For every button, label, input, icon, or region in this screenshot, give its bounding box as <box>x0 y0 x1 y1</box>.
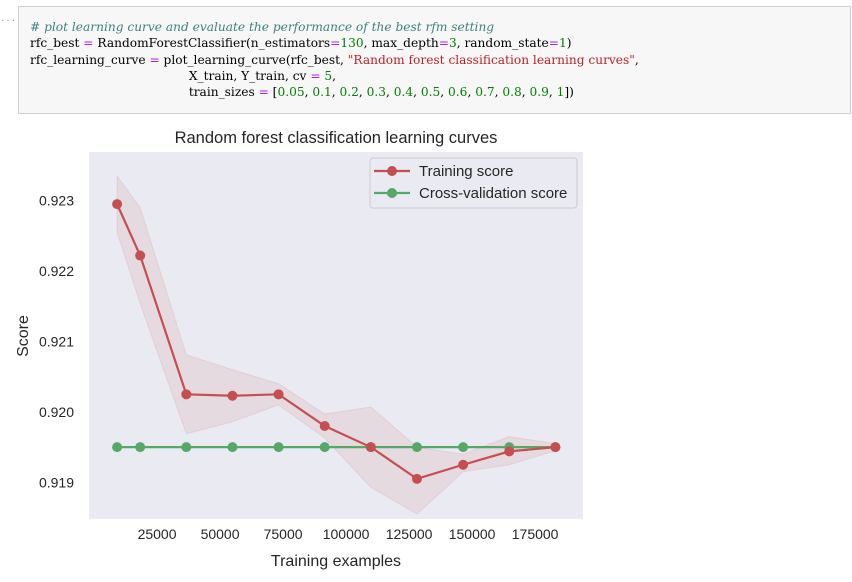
code-token: , <box>634 52 639 67</box>
code-token: 0.4 <box>393 85 414 100</box>
code-token: , <box>304 85 313 100</box>
plot-area <box>89 152 583 519</box>
code-token: # plot learning curve and evaluate the p… <box>30 20 495 34</box>
legend: Training score Cross-validation score <box>369 157 578 209</box>
x-tick-label: 25000 <box>138 526 177 542</box>
data-point <box>550 442 561 453</box>
code-token: 0.05 <box>277 85 305 100</box>
data-point <box>319 421 330 432</box>
y-tick-label: 0.919 <box>39 474 74 490</box>
data-point <box>112 199 123 210</box>
code-token: 1 <box>558 36 567 51</box>
y-tick-label: 0.923 <box>39 193 74 209</box>
y-tick-label: 0.922 <box>39 263 74 279</box>
chart-title: Random forest classification learning cu… <box>175 129 498 147</box>
code-token: , max_depth <box>363 36 439 51</box>
data-point <box>458 459 469 470</box>
code-token: 0.2 <box>339 85 359 100</box>
code-token: = <box>258 85 269 100</box>
code-token: 0.1 <box>312 85 332 100</box>
code-token: , <box>521 85 530 100</box>
cell-collapse-marker[interactable]: ... <box>0 14 17 24</box>
code-token: , <box>494 85 503 100</box>
code-token: X_train, Y_train, cv <box>30 68 311 83</box>
code-token: , <box>440 85 449 100</box>
cell-output: Random forest classification learning cu… <box>0 122 600 581</box>
x-tick-label: 100000 <box>323 526 370 542</box>
code-token: 0.3 <box>366 85 387 100</box>
code-token: rfc_learning_curve <box>30 52 150 67</box>
code-token: , <box>358 85 367 100</box>
code-token: 0.9 <box>529 85 549 100</box>
code-token: = <box>548 36 559 51</box>
data-point <box>273 442 284 453</box>
code-token: 1 <box>556 85 565 100</box>
code-token: , <box>332 68 337 83</box>
code-token: plot_learning_curve(rfc_best, <box>159 52 348 67</box>
code-token: 0.7 <box>475 85 495 100</box>
data-point <box>319 442 330 453</box>
code-token: ]) <box>564 85 574 100</box>
data-point <box>181 389 192 400</box>
code-token: rfc_best <box>30 36 84 51</box>
code-token: , random_state <box>456 36 549 51</box>
y-axis-label: Score <box>15 315 32 357</box>
code-token: = <box>310 68 321 83</box>
code-token: train_sizes <box>30 85 259 100</box>
code-token: = <box>438 36 449 51</box>
code-token: , <box>331 85 340 100</box>
y-tick-label: 0.920 <box>39 404 74 420</box>
data-point <box>411 442 422 453</box>
code-token: [ <box>268 85 278 100</box>
code-token: = <box>330 36 341 51</box>
data-point <box>504 446 515 457</box>
y-tick-label: 0.921 <box>39 333 74 349</box>
data-point <box>135 250 146 261</box>
data-point <box>227 442 238 453</box>
code-token: 5 <box>324 68 333 83</box>
code-token: RandomForestClassifier(n_estimators <box>93 36 331 51</box>
x-tick-label: 150000 <box>449 526 496 542</box>
legend-label: Cross-validation score <box>419 185 567 202</box>
data-point <box>135 442 146 453</box>
code-token: 0.6 <box>448 85 468 100</box>
code-token: = <box>83 36 94 51</box>
code-token: 0.5 <box>420 85 441 100</box>
x-tick-label: 50000 <box>201 526 240 542</box>
code-token: , <box>413 85 421 100</box>
code-token: , <box>467 85 476 100</box>
code-token: 0.8 <box>502 85 522 100</box>
data-point <box>365 442 376 453</box>
data-point <box>411 473 422 484</box>
legend-marker <box>387 188 397 198</box>
data-point <box>112 442 123 453</box>
code-token: 130 <box>340 36 364 51</box>
legend-marker <box>387 166 397 176</box>
code-editor[interactable]: # plot learning curve and evaluate the p… <box>30 19 639 100</box>
code-token: = <box>149 52 160 67</box>
legend-box <box>369 157 578 209</box>
x-axis-label: Training examples <box>271 553 401 570</box>
code-token: , <box>548 85 557 100</box>
code-token: "Random forest classification learning c… <box>347 52 635 67</box>
x-tick-label: 125000 <box>386 526 433 542</box>
data-point <box>458 442 469 453</box>
x-tick-label: 175000 <box>512 526 559 542</box>
data-point <box>181 442 192 453</box>
data-point <box>227 390 238 401</box>
code-token: , <box>386 85 394 100</box>
code-cell[interactable]: # plot learning curve and evaluate the p… <box>18 6 851 114</box>
data-point <box>273 389 284 400</box>
code-token: 3 <box>448 36 457 51</box>
x-tick-label: 75000 <box>264 526 303 542</box>
legend-label: Training score <box>419 163 513 180</box>
learning-curve-chart: Random forest classification learning cu… <box>15 129 583 570</box>
code-token: ) <box>566 36 572 51</box>
